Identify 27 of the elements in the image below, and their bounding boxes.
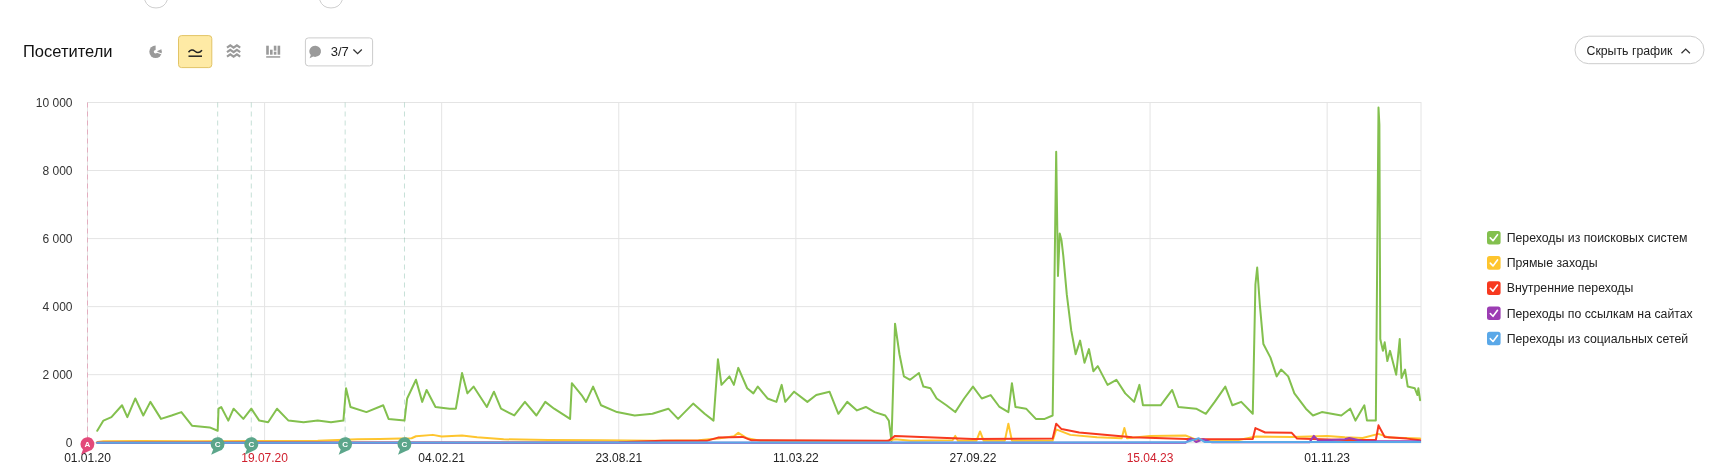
y-tick-label: 8 000 (42, 163, 73, 178)
chart-title: Посетители (23, 42, 113, 61)
x-tick-label: 23.08.21 (595, 450, 643, 465)
y-tick-label: 0 (65, 435, 73, 450)
legend-label: Переходы из социальных сетей (1506, 331, 1689, 346)
ref-line-label: C (248, 440, 255, 449)
x-tick-label: 04.02.21 (418, 450, 466, 465)
legend-label: Переходы из поисковых систем (1506, 231, 1688, 245)
y-tick-label: 2 000 (42, 367, 73, 382)
legend-label: Переходы по ссылкам на сайтах (1506, 306, 1694, 321)
y-tick-label: 10 000 (35, 95, 73, 110)
x-tick-label: 01.01.20 (64, 450, 112, 465)
legend-label: Внутренние переходы (1506, 281, 1634, 296)
text: 3/7 (330, 44, 349, 60)
text: Скрыть график (1586, 43, 1674, 58)
ref-line-label: A (84, 440, 91, 449)
ref-line-label: C (401, 440, 408, 449)
ref-line-label: C (214, 440, 221, 449)
x-tick-label: 19.07.20 (241, 450, 289, 465)
ref-line-label: C (342, 440, 349, 449)
y-tick-label: 6 000 (42, 231, 73, 246)
x-tick-label: 15.04.23 (1126, 450, 1174, 465)
x-tick-label: 11.03.22 (772, 450, 820, 465)
legend-label: Прямые заходы (1506, 256, 1598, 271)
x-tick-label: 27.09.22 (949, 450, 997, 465)
y-tick-label: 4 000 (42, 299, 73, 314)
x-tick-label: 01.11.23 (1304, 450, 1351, 465)
